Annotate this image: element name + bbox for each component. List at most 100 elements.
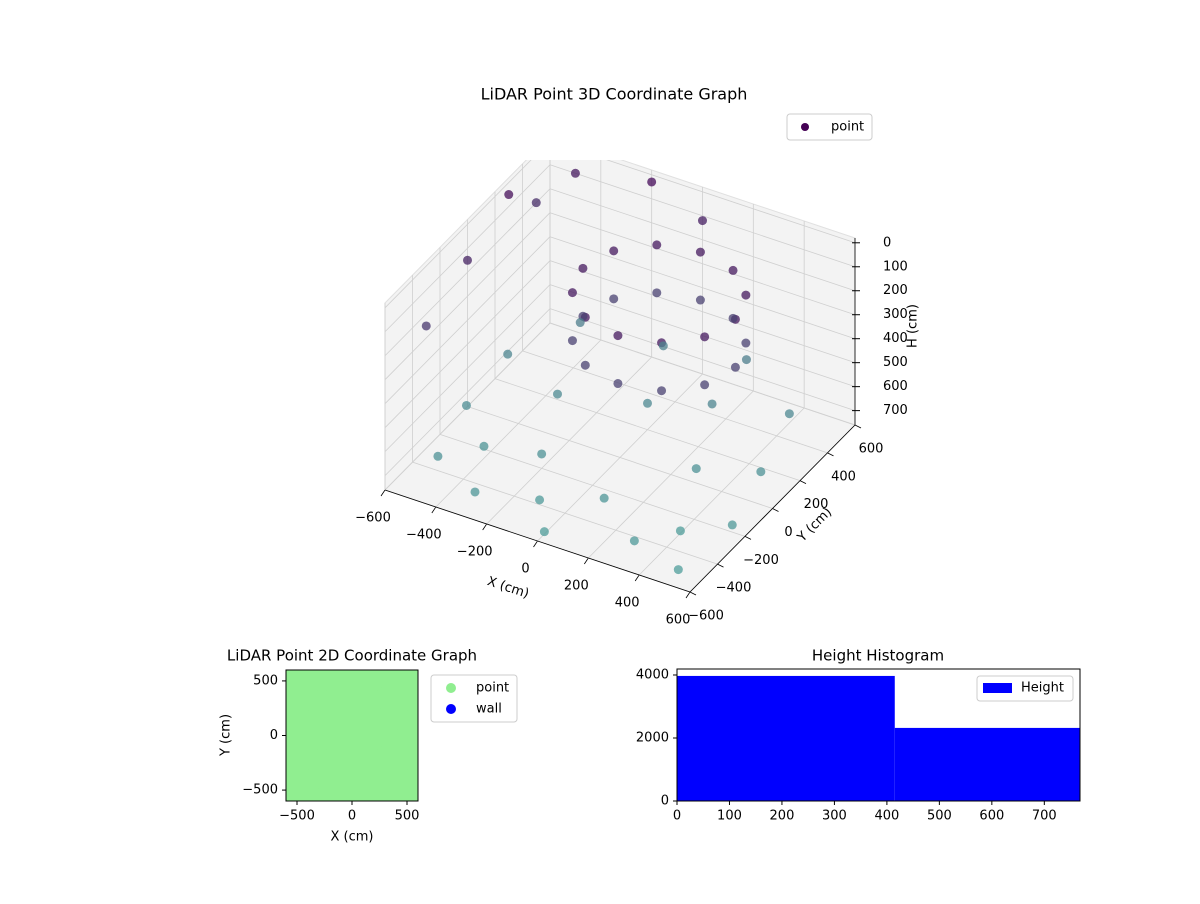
grid-line [384, 164, 551, 333]
x-tick-label: 300 [822, 809, 847, 824]
point [728, 265, 738, 275]
tick-mark [584, 557, 589, 565]
legend-label: point [831, 120, 864, 135]
point [599, 493, 609, 503]
grid-line [412, 461, 718, 565]
axis-line [384, 489, 691, 593]
grid-line [467, 406, 773, 509]
point [609, 294, 619, 304]
y-tick-label: −200 [743, 553, 779, 568]
y-tick-label: 400 [831, 469, 856, 484]
point [580, 360, 590, 370]
z-tick-label: 200 [883, 283, 908, 298]
point [695, 295, 705, 305]
tick-mark [854, 424, 862, 429]
z-tick-label: 300 [883, 307, 908, 322]
x-tick-label: 400 [615, 596, 640, 611]
point [700, 380, 710, 390]
x-tick-label: −500 [279, 809, 315, 824]
chart-title: LiDAR Point 2D Coordinate Graph [227, 647, 477, 665]
point [570, 168, 580, 178]
grid-line [384, 212, 551, 380]
point [707, 399, 717, 409]
point [741, 290, 751, 300]
x-tick-label: 400 [874, 809, 899, 824]
x-axis-label: X (cm) [485, 574, 531, 602]
tick-mark [685, 591, 691, 599]
x-tick-label: 500 [395, 809, 420, 824]
tick-mark [827, 452, 834, 457]
grid-line [549, 260, 856, 364]
x-tick-label: −400 [406, 528, 442, 543]
x-tick-label: 0 [348, 809, 356, 824]
tick-mark [772, 508, 779, 512]
point [463, 255, 472, 265]
x-tick-label: −600 [355, 511, 391, 526]
legend-box [430, 674, 518, 723]
legend-label: Height [1021, 681, 1064, 696]
grid-line [494, 378, 801, 482]
point [578, 263, 588, 273]
legend-box [976, 675, 1074, 702]
grid-line [384, 260, 551, 428]
y-tick-label: −500 [242, 783, 278, 798]
tick-mark [533, 540, 538, 548]
y-tick-label: 2000 [636, 730, 669, 745]
point [658, 341, 668, 351]
grid-line [384, 308, 551, 476]
point [470, 487, 480, 497]
point [643, 398, 652, 408]
bar [894, 727, 1080, 801]
point [613, 379, 623, 389]
point [727, 520, 737, 530]
y-tick-label: 500 [253, 673, 278, 688]
grid-line [549, 308, 856, 411]
x-tick-label: 0 [521, 562, 529, 577]
legend-box [786, 113, 873, 141]
x-tick-label: 500 [927, 809, 952, 824]
point [698, 216, 707, 226]
point [613, 331, 623, 341]
chart-title: Height Histogram [812, 647, 944, 665]
x-tick-label: 700 [1032, 809, 1057, 824]
y-tick-label: 0 [784, 525, 792, 540]
point [741, 338, 751, 348]
z-tick-label: 500 [883, 355, 908, 370]
point [567, 336, 577, 346]
point [730, 362, 740, 372]
point [531, 198, 541, 208]
legend-label: point [476, 681, 509, 696]
x-tick-label: 600 [979, 809, 1004, 824]
z-tick-label: 0 [883, 235, 891, 250]
grid-line [439, 433, 746, 537]
x-tick-label: −200 [457, 545, 493, 560]
point [575, 318, 585, 328]
point [396, 670, 418, 692]
x-tick-label: 600 [666, 613, 691, 628]
plot-3d [380, 160, 862, 599]
z-tick-label: 100 [883, 259, 908, 274]
grid-line [384, 188, 551, 357]
point [539, 527, 549, 537]
point [567, 288, 577, 298]
plot-2d [286, 670, 418, 801]
grid-line [606, 160, 856, 244]
y-tick-label: 200 [804, 497, 829, 512]
x-tick-label: 200 [564, 579, 589, 594]
tick-mark [634, 574, 640, 582]
x-tick-label: 0 [673, 809, 681, 824]
legend-marker [446, 683, 456, 693]
point [433, 451, 443, 461]
legend-label: wall [476, 702, 502, 717]
point [695, 247, 705, 257]
y-tick-label: 0 [270, 728, 278, 743]
y-tick-label: 600 [859, 442, 884, 457]
grid-line [549, 236, 856, 340]
tick-mark [431, 506, 437, 514]
point [553, 389, 562, 399]
x-axis-label: X (cm) [331, 830, 374, 845]
z-axis-label: H (cm) [906, 304, 921, 348]
point [756, 467, 766, 477]
tick-mark [717, 563, 724, 568]
tick-mark [380, 489, 386, 497]
